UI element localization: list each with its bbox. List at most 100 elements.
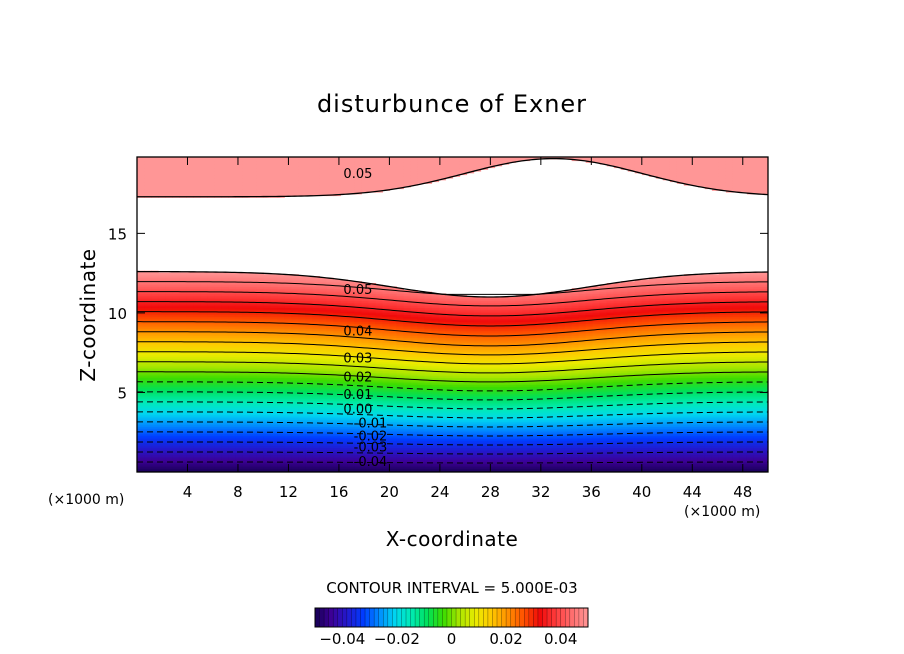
contour-cell: [137, 188, 145, 191]
contour-cell: [158, 328, 166, 331]
contour-cell: [249, 185, 257, 188]
contour-cell: [193, 414, 201, 417]
contour-cell: [193, 444, 201, 447]
contour-cell: [200, 447, 208, 450]
contour-cell: [193, 279, 201, 282]
contour-cell: [270, 293, 278, 296]
contour-cell: [249, 398, 257, 401]
contour-cell: [235, 298, 243, 302]
contour-cell: [193, 347, 201, 351]
contour-cell: [179, 272, 187, 275]
contour-cell: [193, 438, 201, 442]
contour-cell: [256, 370, 264, 373]
contour-cell: [172, 167, 180, 170]
contour-cell: [186, 374, 194, 377]
contour-cell: [144, 318, 152, 321]
contour-cell: [186, 372, 194, 375]
contour-cell: [207, 160, 215, 163]
contour-cell: [137, 360, 145, 363]
contour-cell: [228, 330, 236, 333]
contour-cell: [249, 274, 257, 277]
contour-cell: [221, 339, 229, 342]
contour-cell: [228, 428, 236, 431]
contour-cell: [200, 389, 208, 393]
contour-cell: [207, 335, 215, 338]
contour-cell: [179, 167, 187, 170]
contour-cell: [228, 423, 236, 426]
contour-cell: [270, 284, 278, 288]
contour-cell: [137, 283, 145, 286]
contour-cell: [235, 367, 243, 370]
contour-cell: [151, 162, 159, 165]
contour-cell: [207, 405, 215, 408]
contour-cell: [242, 361, 250, 365]
contour-cell: [172, 326, 180, 330]
contour-cell: [263, 370, 271, 373]
contour-cell: [144, 386, 152, 389]
contour-cell: [193, 319, 201, 323]
contour-cell: [200, 437, 208, 440]
contour-cell: [228, 307, 236, 310]
contour-cell: [235, 426, 243, 429]
contour-cell: [158, 382, 166, 386]
contour-cell: [263, 298, 271, 302]
contour-cell: [165, 456, 173, 459]
contour-cell: [151, 400, 159, 403]
contour-cell: [172, 381, 180, 384]
contour-cell: [221, 318, 229, 321]
contour-cell: [151, 365, 159, 368]
contour-cell: [200, 402, 208, 405]
contour-cell: [144, 190, 152, 193]
contour-cell: [249, 316, 257, 319]
contour-cell: [165, 309, 173, 312]
contour-cell: [193, 461, 201, 464]
contour-cell: [151, 363, 159, 366]
contour-cell: [151, 368, 159, 372]
contour-cell: [263, 318, 271, 321]
contour-cell: [270, 190, 278, 193]
contour-cell: [228, 193, 236, 197]
contour-cell: [263, 367, 271, 370]
contour-cell: [228, 277, 236, 281]
contour-cell: [242, 461, 250, 464]
contour-cell: [214, 181, 222, 184]
contour-cell: [263, 279, 271, 282]
contour-cell: [172, 283, 180, 286]
contour-cell: [263, 365, 271, 368]
contour-cell: [144, 274, 152, 277]
contour-cell: [137, 428, 145, 431]
contour-cell: [207, 438, 215, 442]
contour-cell: [137, 444, 145, 447]
contour-cell: [144, 192, 152, 195]
contour-cell: [256, 417, 264, 421]
contour-cell: [270, 459, 278, 463]
contour-cell: [214, 393, 222, 396]
contour-cell: [200, 178, 208, 181]
contour-cell: [200, 438, 208, 442]
contour-cell: [249, 445, 257, 449]
contour-cell: [158, 284, 166, 288]
contour-cell: [214, 412, 222, 415]
contour-cell: [270, 396, 278, 400]
contour-cell: [158, 384, 166, 387]
contour-cell: [270, 344, 278, 347]
contour-cell: [186, 356, 194, 359]
contour-cell: [193, 417, 201, 421]
contour-cell: [193, 290, 201, 293]
contour-cell: [179, 442, 187, 445]
contour-cell: [186, 386, 194, 389]
contour-cell: [263, 393, 271, 396]
contour-cell: [221, 402, 229, 405]
contour-cell: [200, 365, 208, 368]
contour-cell: [144, 342, 152, 345]
contour-cell: [186, 463, 194, 466]
contour-cell: [179, 431, 187, 435]
contour-cell: [137, 402, 145, 405]
contour-cell: [214, 454, 222, 457]
contour-cell: [235, 372, 243, 375]
contour-cell: [242, 302, 250, 305]
contour-cell: [221, 386, 229, 389]
contour-cell: [235, 447, 243, 450]
contour-cell: [165, 297, 173, 300]
contour-cell: [263, 458, 271, 461]
